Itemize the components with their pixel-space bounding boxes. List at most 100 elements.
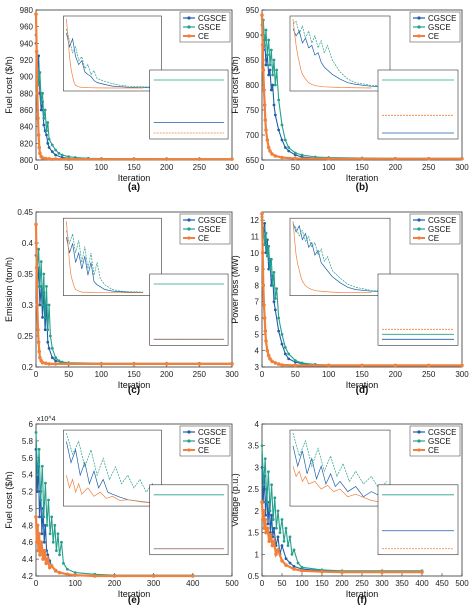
legend-label-ce: CE [198, 32, 209, 41]
data-point-ce [53, 569, 58, 573]
inset-series-gsce [292, 20, 388, 87]
x-tick-label: 300 [225, 370, 239, 379]
data-point-gsce [284, 526, 288, 530]
data-point-cgsce [283, 352, 287, 356]
inset-frame [63, 15, 162, 92]
y-tick-label: 4.2 [22, 572, 34, 581]
data-point-ce [393, 363, 398, 368]
y-tick-label: 4 [255, 420, 260, 429]
data-point-gsce [36, 473, 39, 477]
data-point-ce [268, 357, 272, 361]
x-tick-label: 300 [455, 163, 469, 172]
data-point-gsce [271, 284, 275, 287]
inset-series-cgsce [66, 237, 144, 293]
data-point-gsce [287, 146, 291, 149]
data-point-ce [360, 156, 364, 161]
data-point-cgsce [280, 544, 284, 547]
data-point-ce [73, 573, 77, 577]
data-point-gsce [265, 53, 269, 57]
x-tick-label: 50 [64, 370, 73, 379]
data-point-gsce [267, 470, 270, 474]
data-point-gsce [268, 509, 272, 513]
data-point-gsce [41, 91, 44, 95]
data-point-gsce [262, 483, 265, 487]
data-point-cgsce [39, 108, 43, 112]
data-point-gsce [43, 316, 47, 319]
y-tick-label: 5.2 [22, 488, 34, 497]
data-point-cgsce [35, 490, 39, 493]
y-tick-label: 5.6 [22, 454, 34, 463]
x-tick-label: 150 [315, 579, 329, 588]
data-point-ce [99, 157, 104, 161]
data-point-ce [265, 526, 270, 531]
inset-zoom-early [289, 429, 391, 507]
y-tick-label: 8 [255, 281, 260, 290]
data-point-ce [40, 156, 45, 160]
x-tick-label: 100 [95, 370, 109, 379]
data-point-gsce [46, 121, 50, 124]
legend-label-gsce: GSCE [428, 23, 451, 32]
y-tick-label: 4.8 [22, 521, 34, 530]
y-tick-label: 7 [255, 298, 260, 307]
inset-frame [377, 69, 459, 140]
data-point-cgsce [43, 328, 47, 332]
x-tick-label: 150 [355, 370, 369, 379]
x-axis-label: Iteration [118, 173, 151, 183]
data-point-gsce [67, 155, 71, 159]
data-point-ce [36, 133, 41, 137]
data-point-ce [273, 154, 278, 158]
y-tick-label: 0.4 [22, 239, 34, 248]
x-tick-label: 100 [322, 370, 336, 379]
data-point-gsce [34, 431, 38, 434]
data-point-gsce [62, 561, 65, 565]
data-point-gsce [60, 360, 64, 364]
y-tick-label: 920 [20, 56, 34, 65]
panel-label: (a) [128, 182, 140, 193]
data-point-ce [132, 157, 136, 161]
data-point-ce [132, 362, 136, 366]
data-point-ce [36, 328, 40, 332]
data-point-ce [460, 156, 464, 161]
data-point-gsce [265, 254, 269, 258]
data-point-gsce [48, 532, 52, 536]
data-point-gsce [277, 316, 281, 320]
y-tick-label: 900 [20, 73, 34, 82]
x-tick-label: 200 [160, 370, 174, 379]
x-tick-label: 250 [422, 370, 436, 379]
data-point-gsce [53, 523, 57, 527]
data-point-ce [44, 561, 48, 566]
data-point-ce [40, 360, 45, 365]
y-tick-label: 3 [255, 363, 260, 372]
y-tick-label: 840 [20, 123, 34, 132]
legend-label-gsce: GSCE [198, 225, 221, 234]
data-point-gsce [264, 28, 268, 32]
data-point-gsce [268, 63, 272, 67]
inset-frame [289, 429, 391, 507]
legend-marker-cgsce [187, 430, 191, 434]
inset-frame [289, 217, 391, 296]
data-point-gsce [288, 535, 292, 539]
data-point-cgsce [277, 329, 281, 333]
data-point-cgsce [287, 357, 291, 361]
data-point-gsce [293, 151, 297, 155]
data-point-cgsce [280, 138, 284, 142]
y-tick-label: 800 [20, 156, 34, 165]
y-axis-label: Fuel cost ($/h) [4, 56, 14, 114]
data-point-cgsce [287, 149, 291, 153]
inset-zoom-final [377, 273, 459, 346]
legend-label-gsce: GSCE [198, 23, 221, 32]
data-point-cgsce [277, 128, 281, 132]
data-point-gsce [38, 71, 42, 74]
x-tick-label: 150 [355, 163, 369, 172]
data-point-gsce [280, 123, 284, 127]
data-point-cgsce [270, 513, 273, 517]
data-point-cgsce [273, 113, 277, 117]
inset-frame [149, 69, 229, 140]
data-point-cgsce [264, 63, 268, 67]
data-point-cgsce [284, 557, 288, 561]
data-point-gsce [47, 137, 51, 141]
y-tick-label: 5 [255, 330, 260, 339]
data-point-ce [34, 540, 39, 545]
data-point-ce [45, 557, 50, 561]
